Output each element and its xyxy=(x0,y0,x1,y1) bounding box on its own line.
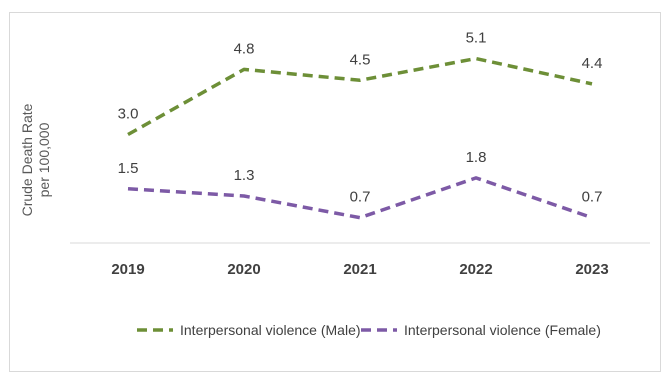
x-tick-label: 2020 xyxy=(227,261,260,278)
data-label: 1.5 xyxy=(118,160,139,177)
x-tick-label: 2019 xyxy=(111,261,144,278)
y-axis-label: Crude Death Rate per 100,000 xyxy=(19,103,52,216)
data-label: 1.3 xyxy=(234,167,255,184)
chart-frame xyxy=(9,12,661,372)
data-labels: 3.0 4.8 4.5 5.1 4.4 1.5 1.3 0.7 1.8 0.7 xyxy=(118,30,603,206)
data-label: 5.1 xyxy=(466,30,487,47)
data-label: 4.4 xyxy=(582,55,603,72)
legend-label: Interpersonal violence (Male) xyxy=(180,322,361,338)
y-axis-label-line-1: Crude Death Rate xyxy=(19,103,35,216)
x-tick-label: 2023 xyxy=(575,261,608,278)
data-label: 0.7 xyxy=(350,189,371,206)
legend-label: Interpersonal violence (Female) xyxy=(404,322,601,338)
data-label: 1.8 xyxy=(466,149,487,166)
data-label: 4.8 xyxy=(234,40,255,57)
series-line-male xyxy=(127,56,593,137)
data-label: 4.5 xyxy=(350,51,371,68)
x-tick-label: 2022 xyxy=(459,261,492,278)
y-axis-label-line-2: per 100,000 xyxy=(36,122,52,197)
series-lines xyxy=(127,56,593,220)
x-tick-label: 2021 xyxy=(343,261,376,278)
data-label: 0.7 xyxy=(582,189,603,206)
legend: Interpersonal violence (Male) Interperson… xyxy=(137,322,601,338)
x-axis-ticks: 2019 2020 2021 2022 2023 xyxy=(111,261,608,278)
data-label: 3.0 xyxy=(118,106,139,123)
